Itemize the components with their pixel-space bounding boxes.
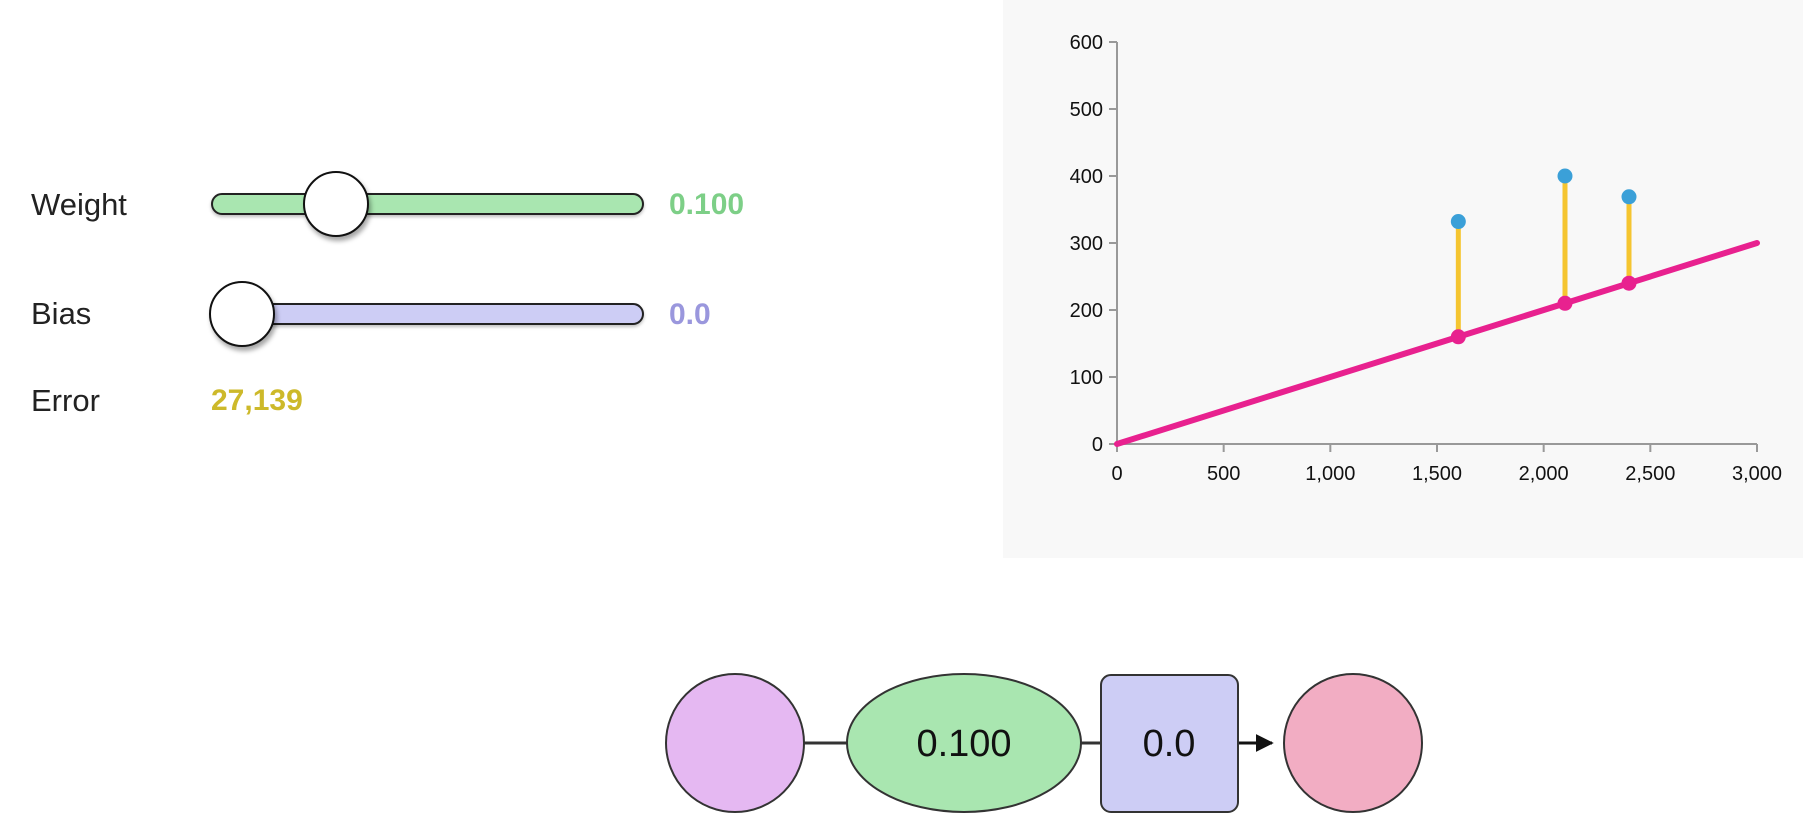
bias-node [1100, 674, 1239, 813]
data-point [1450, 214, 1466, 230]
x-tick-label: 2,500 [1625, 463, 1675, 485]
regression-line [1114, 240, 1760, 447]
x-tick-label: 500 [1207, 463, 1240, 485]
weight-node-label: 0.100 [916, 723, 1011, 765]
y-tick-label: 100 [1070, 367, 1103, 389]
bias-slider[interactable] [209, 281, 644, 347]
chart-panel: 0 500 1,000 1,500 2,000 2,500 3,000 0 100 200 300 4… [1003, 0, 1803, 558]
input-node [665, 673, 805, 813]
bias-node-label: 0.0 [1143, 723, 1196, 765]
x-tick-label: 1,500 [1412, 463, 1462, 485]
predicted-point [1621, 275, 1637, 291]
weight-slider[interactable] [211, 171, 644, 237]
y-tick-label: 300 [1070, 233, 1103, 255]
y-tick-label: 400 [1070, 166, 1103, 188]
weight-slider-thumb[interactable] [302, 171, 369, 237]
model-diagram: 0.100 0.0 [0, 640, 1816, 834]
x-tick-label: 0 [1111, 463, 1122, 485]
data-point [1621, 189, 1637, 205]
error-value: 27,139 [211, 384, 303, 417]
output-node [1283, 673, 1423, 813]
weight-value: 0.100 [669, 188, 745, 221]
weight-node [846, 673, 1082, 813]
bias-slider-thumb[interactable] [209, 281, 275, 347]
x-tick-label: 2,000 [1519, 463, 1569, 485]
predicted-point [1557, 295, 1573, 311]
y-tick-label: 600 [1070, 32, 1103, 54]
y-tick-label: 200 [1070, 300, 1103, 322]
x-tick-label: 3,000 [1732, 463, 1782, 485]
y-tick-label: 500 [1070, 99, 1103, 121]
controls-panel: Weight 0.100 Bias 0.0 Error 27,139 [0, 0, 800, 480]
model-diagram-svg: 0.100 0.0 [665, 673, 1423, 813]
bias-value: 0.0 [669, 298, 711, 331]
weight-label: Weight [31, 187, 127, 222]
bias-label: Bias [31, 296, 92, 331]
scatter-chart: 0 500 1,000 1,500 2,000 2,500 3,000 0 100 200 300 4… [1070, 32, 1782, 485]
predicted-point [1450, 329, 1466, 345]
data-point [1557, 168, 1573, 184]
error-label: Error [31, 383, 100, 418]
x-tick-label: 1,000 [1305, 463, 1355, 485]
y-tick-label: 0 [1092, 434, 1103, 456]
